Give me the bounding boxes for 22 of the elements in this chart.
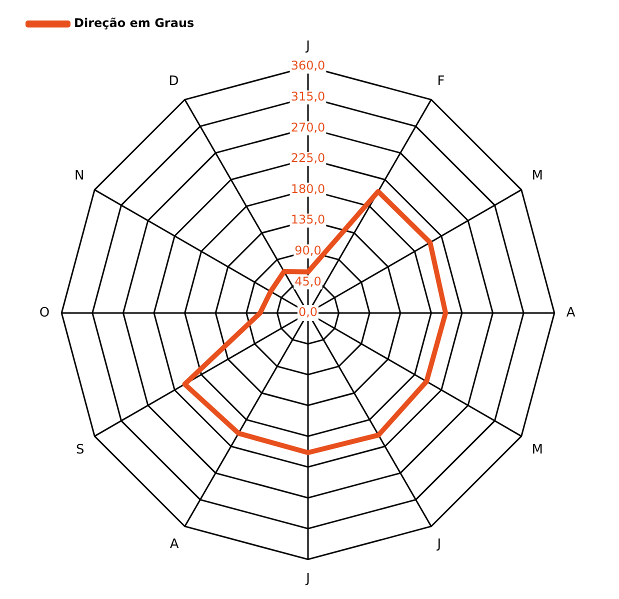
spoke-label: M	[532, 168, 543, 184]
spoke-label: A	[566, 305, 576, 320]
spoke-label: F	[437, 74, 445, 89]
y-tick-label: 360,0	[290, 58, 326, 73]
legend-label: Direção em Graus	[74, 16, 194, 30]
y-tick-label: 90,0	[294, 244, 322, 258]
y-tick-label: 180,0	[290, 182, 326, 196]
spoke-label: S	[76, 442, 84, 458]
y-tick-label: 0,0	[298, 305, 318, 320]
y-tick-label: 225,0	[290, 151, 326, 166]
spoke-label: A	[170, 536, 179, 552]
y-tick-label: 135,0	[290, 212, 326, 227]
y-tick-label: 315,0	[290, 90, 326, 104]
spoke-label: O	[39, 305, 50, 320]
spoke-label: M	[532, 442, 543, 458]
spoke-label: J	[436, 536, 442, 552]
y-tick-label: 270,0	[290, 120, 326, 134]
spoke-label: J	[305, 572, 310, 587]
spoke-label: N	[74, 168, 84, 184]
spoke-label: D	[168, 74, 179, 89]
y-tick-label: 45,0	[294, 274, 322, 288]
spoke-label: J	[305, 39, 310, 54]
